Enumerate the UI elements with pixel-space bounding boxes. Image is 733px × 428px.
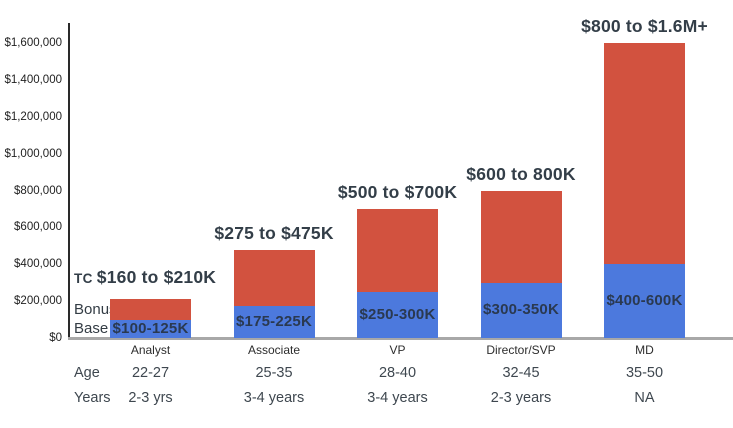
bar-segment-bonus xyxy=(357,209,438,292)
bar-segment-bonus xyxy=(110,299,191,320)
years-row-value: NA xyxy=(634,390,655,406)
bar-base-range-label: $100-125K xyxy=(112,319,189,337)
age-row-value: 35-50 xyxy=(625,365,664,381)
years-row-value: 3-4 years xyxy=(367,390,428,406)
y-axis-tick-label: $200,000 xyxy=(14,295,62,308)
bar-base-range-label: $250-300K xyxy=(359,305,436,323)
y-axis-line xyxy=(68,23,70,339)
x-axis-category-label: Associate xyxy=(247,343,301,357)
age-row-value: 25-35 xyxy=(255,365,293,381)
years-row-header: Years xyxy=(74,390,111,406)
bar-segment-base xyxy=(233,305,315,338)
y-axis-tick-label: $0 xyxy=(49,332,62,344)
bar-segment-bonus xyxy=(480,190,562,283)
age-row-value: 32-45 xyxy=(502,365,540,381)
age-row-header: Age xyxy=(74,365,100,381)
y-axis-tick-label: $800,000 xyxy=(14,184,62,197)
y-axis-tick-label: $400,000 xyxy=(14,258,62,271)
bar-total-label: $275 to $475K xyxy=(214,223,334,244)
y-axis-tick-label: $600,000 xyxy=(14,221,62,234)
bar-segment-base xyxy=(604,264,685,338)
bar-segment-bonus xyxy=(604,43,685,265)
y-axis-tick-label: $1,600,000 xyxy=(4,37,62,50)
years-row-value: 2-3 yrs xyxy=(128,390,173,406)
years-row-value: 2-3 years xyxy=(490,390,552,406)
age-row-value: 28-40 xyxy=(378,365,417,381)
annotation-bonus: Bonus xyxy=(74,300,117,318)
bar-base-range-label: $175-225K xyxy=(235,312,313,330)
bar-segment-base xyxy=(357,291,438,338)
x-axis-category-label: Analyst xyxy=(130,343,171,357)
x-axis-category-label: VP xyxy=(389,343,406,357)
x-axis-line xyxy=(68,337,733,340)
tc-prefix-label: TC xyxy=(74,271,93,287)
y-axis-tick-label: $1,200,000 xyxy=(4,110,62,123)
y-axis-tick-label: $1,000,000 xyxy=(4,147,62,160)
bar-total-label: $800 to $1.6M+ xyxy=(581,16,708,37)
age-row-value: 22-27 xyxy=(131,365,170,381)
bar-total-label: $500 to $700K xyxy=(337,182,458,203)
bar-base-range-label: $400-600K xyxy=(606,292,683,310)
x-axis-category-label: MD xyxy=(635,343,654,357)
bar-total-label: TC $160 to $210K xyxy=(74,267,216,289)
bar-base-range-label: $300-350K xyxy=(482,301,560,319)
y-axis-tick-label: $1,400,000 xyxy=(4,74,62,87)
years-row-value: 3-4 years xyxy=(243,390,305,406)
bar-segment-base xyxy=(110,319,191,338)
total-range-text: $160 to $210K xyxy=(96,267,217,288)
x-axis-category-label: Director/SVP xyxy=(486,343,556,357)
bar-segment-bonus xyxy=(233,250,315,306)
annotation-base: Base xyxy=(74,320,109,338)
bar-total-label: $600 to 800K xyxy=(466,163,576,184)
bar-segment-base xyxy=(480,282,562,338)
